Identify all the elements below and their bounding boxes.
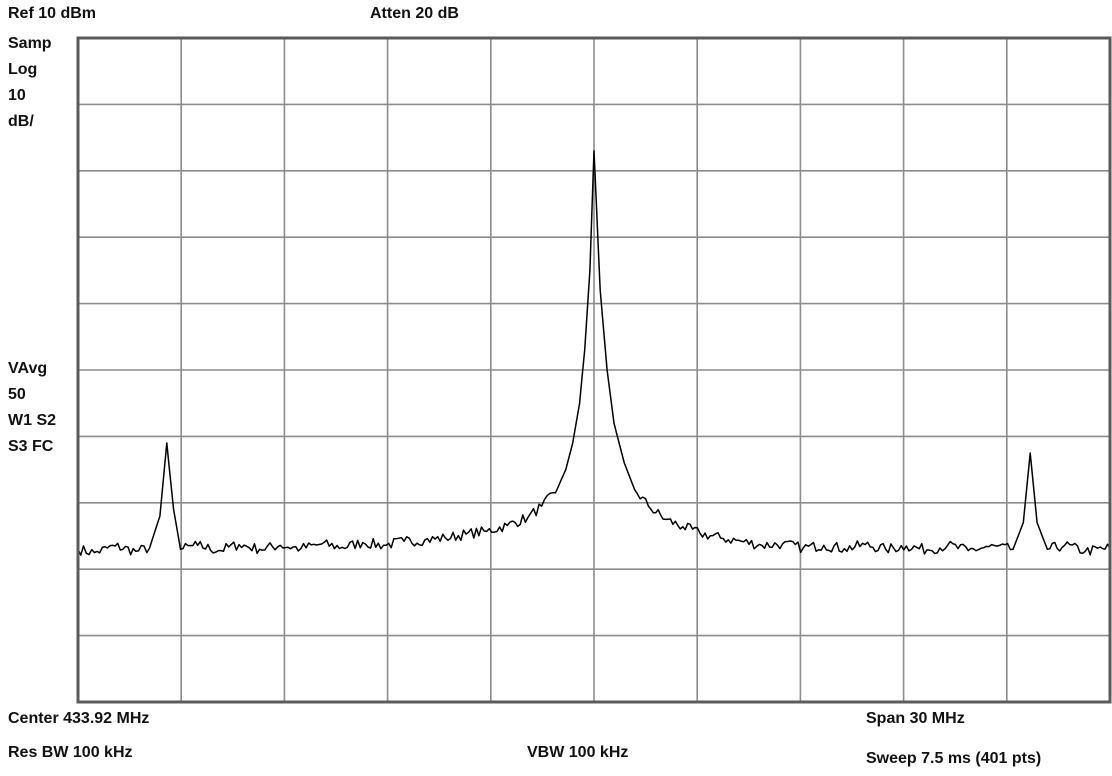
- video-bandwidth-label: VBW 100 kHz: [527, 744, 629, 761]
- spectrum-trace: [77, 150, 1111, 556]
- video-average-count: 50: [8, 386, 26, 403]
- graticule: [78, 38, 1110, 702]
- attenuation-label: Atten 20 dB: [370, 5, 459, 22]
- plot-frame: [76, 36, 1112, 704]
- resolution-bandwidth-label: Res BW 100 kHz: [8, 744, 133, 761]
- reference-level-label: Ref 10 dBm: [8, 5, 97, 22]
- span-label: Span 30 MHz: [866, 710, 965, 727]
- scale-unit-label: dB/: [8, 113, 34, 130]
- sweep-time-label: Sweep 7.5 ms (401 pts): [866, 750, 1042, 767]
- scale-type-label: Log: [8, 61, 38, 78]
- trace-mode-line1: W1 S2: [8, 412, 57, 429]
- trace-mode-line2: S3 FC: [8, 438, 54, 455]
- detector-label: Samp: [8, 35, 52, 52]
- video-average-label: VAvg: [8, 360, 48, 377]
- center-frequency-label: Center 433.92 MHz: [8, 710, 150, 727]
- scale-value-label: 10: [8, 87, 26, 104]
